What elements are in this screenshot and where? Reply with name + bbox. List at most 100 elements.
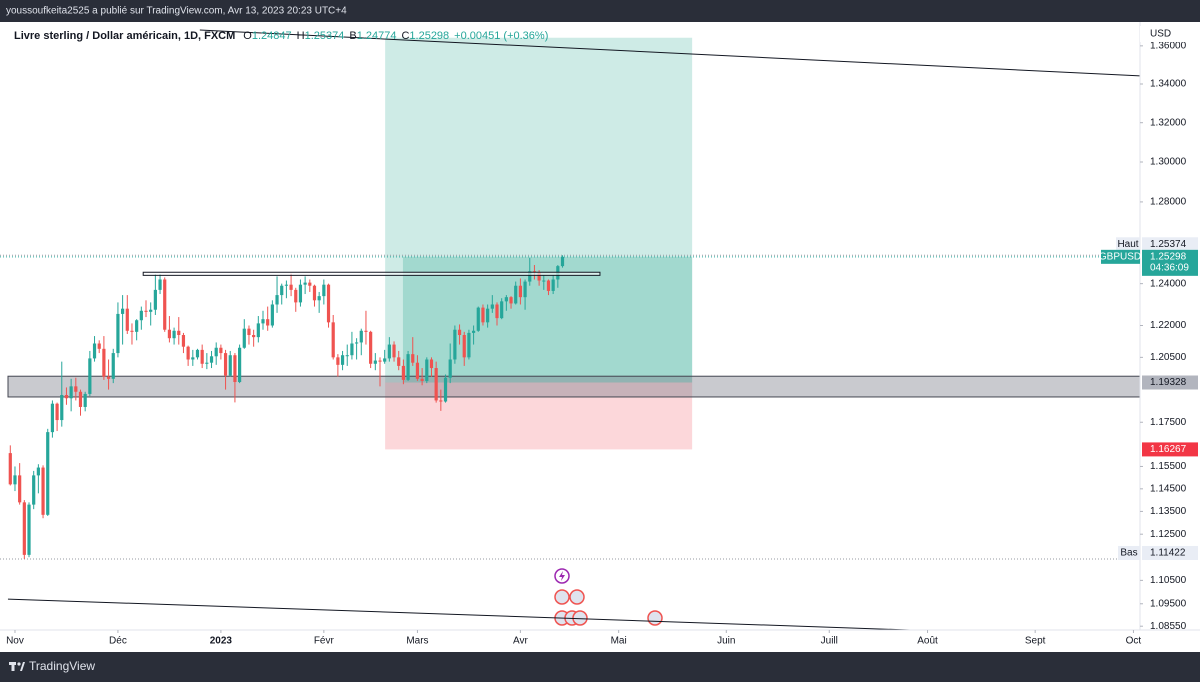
candle-body (60, 395, 64, 421)
trend-line (199, 29, 1141, 77)
candle-body (471, 330, 476, 333)
y-tick-label: 1.15500 (1150, 461, 1187, 472)
candle-body (532, 271, 537, 273)
y-tick-label: 1.13500 (1150, 506, 1187, 517)
candle-body (36, 467, 40, 476)
x-tick-label: Avr (513, 636, 528, 647)
candle-body (476, 307, 480, 331)
candle-body (336, 357, 340, 365)
candle-body (364, 330, 368, 332)
candle-body (467, 332, 471, 358)
candle-body (64, 395, 69, 399)
candle-body (247, 328, 251, 336)
candle-body (158, 279, 162, 290)
ohlc-letter: H (297, 30, 305, 42)
candle-body (500, 301, 504, 319)
candle-body (490, 304, 494, 309)
candle-body (546, 280, 551, 291)
candle-body (542, 280, 546, 282)
candle-body (209, 356, 214, 363)
candle-body (27, 504, 31, 555)
candle-body (242, 328, 246, 348)
candle-body (46, 432, 50, 515)
candle-body (102, 348, 106, 377)
candle-body (448, 359, 452, 378)
candle-body (294, 289, 298, 303)
y-tick-label: 1.28000 (1150, 197, 1187, 208)
candle-body (172, 330, 176, 339)
high-value: 1.25374 (1150, 239, 1187, 250)
candle-body (256, 323, 260, 338)
candle-body (289, 284, 293, 290)
candle-body (495, 304, 499, 319)
y-tick-label: 1.09500 (1150, 598, 1187, 609)
candle-body (252, 335, 256, 338)
candle-body (200, 349, 204, 364)
candle-body (116, 313, 120, 354)
x-tick-label: Nov (6, 636, 24, 647)
candle-body (195, 349, 200, 358)
candle-body (18, 475, 22, 503)
ohlc-value: 1.24847 (252, 30, 292, 42)
candle-body (486, 308, 490, 323)
ohlc-letter: C (401, 30, 409, 42)
candle-body (163, 279, 167, 330)
bas-tag-box (1118, 545, 1140, 560)
symbol-tag: GBPUSD (1099, 251, 1141, 262)
y-tick-label: 1.24000 (1150, 278, 1187, 289)
candle-body (298, 284, 303, 303)
candle-body (350, 343, 354, 356)
y-tick-label: 1.12500 (1150, 529, 1187, 540)
candle-body (420, 378, 424, 381)
support-zone (7, 375, 1141, 398)
candle-body (149, 309, 153, 312)
candle-body (457, 329, 462, 336)
candle-body (13, 475, 17, 485)
candle-body (551, 279, 555, 291)
candle-body (425, 359, 429, 381)
bas-tag: Bas (1120, 548, 1137, 559)
event-icons (554, 568, 663, 626)
candle-body (308, 282, 312, 286)
brand: TradingView (29, 659, 95, 673)
candle-body (223, 353, 228, 376)
candle-body (560, 256, 565, 267)
candle-body (280, 285, 284, 296)
symbol-tag-box (1101, 249, 1140, 264)
y-tick-label: 1.20500 (1150, 352, 1187, 363)
x-tick-label: Oct (1126, 636, 1142, 647)
candle-body (219, 347, 223, 354)
currency-box (1140, 26, 1200, 42)
candle-body (106, 376, 111, 379)
candle-body (397, 357, 401, 366)
symbol-title: Livre sterling / Dollar américain, 1D, F… (14, 30, 235, 42)
candle-body (378, 360, 382, 362)
x-tick-label: Août (917, 636, 938, 647)
footer-bar (0, 652, 1200, 682)
x-tick-label: Déc (109, 636, 127, 647)
candle-body (523, 281, 527, 298)
candle-body (406, 354, 410, 380)
candle-body (135, 320, 139, 332)
candle-body (69, 386, 73, 399)
candle-body (111, 353, 115, 379)
stop-value: 1.16267 (1150, 444, 1187, 455)
high-value-box (1142, 237, 1198, 252)
candle-body (125, 308, 129, 331)
candle-body (303, 282, 307, 285)
x-tick-label: Mai (611, 636, 627, 647)
candle-body (429, 359, 434, 369)
candle-body (345, 355, 349, 357)
candle-body (177, 330, 181, 336)
x-tick-label: Sept (1025, 636, 1046, 647)
candle-body (528, 271, 532, 282)
ohlc-value: 1.24774 (357, 30, 397, 42)
candle-body (41, 467, 45, 515)
candle-body (284, 284, 289, 286)
x-tick-label: Juin (717, 636, 735, 647)
y-tick-label: 1.17500 (1150, 417, 1187, 428)
candle-body (434, 368, 438, 401)
y-tick-label: 1.34000 (1150, 79, 1187, 90)
candle-body (322, 284, 326, 297)
y-tick-label: 1.22000 (1150, 320, 1187, 331)
